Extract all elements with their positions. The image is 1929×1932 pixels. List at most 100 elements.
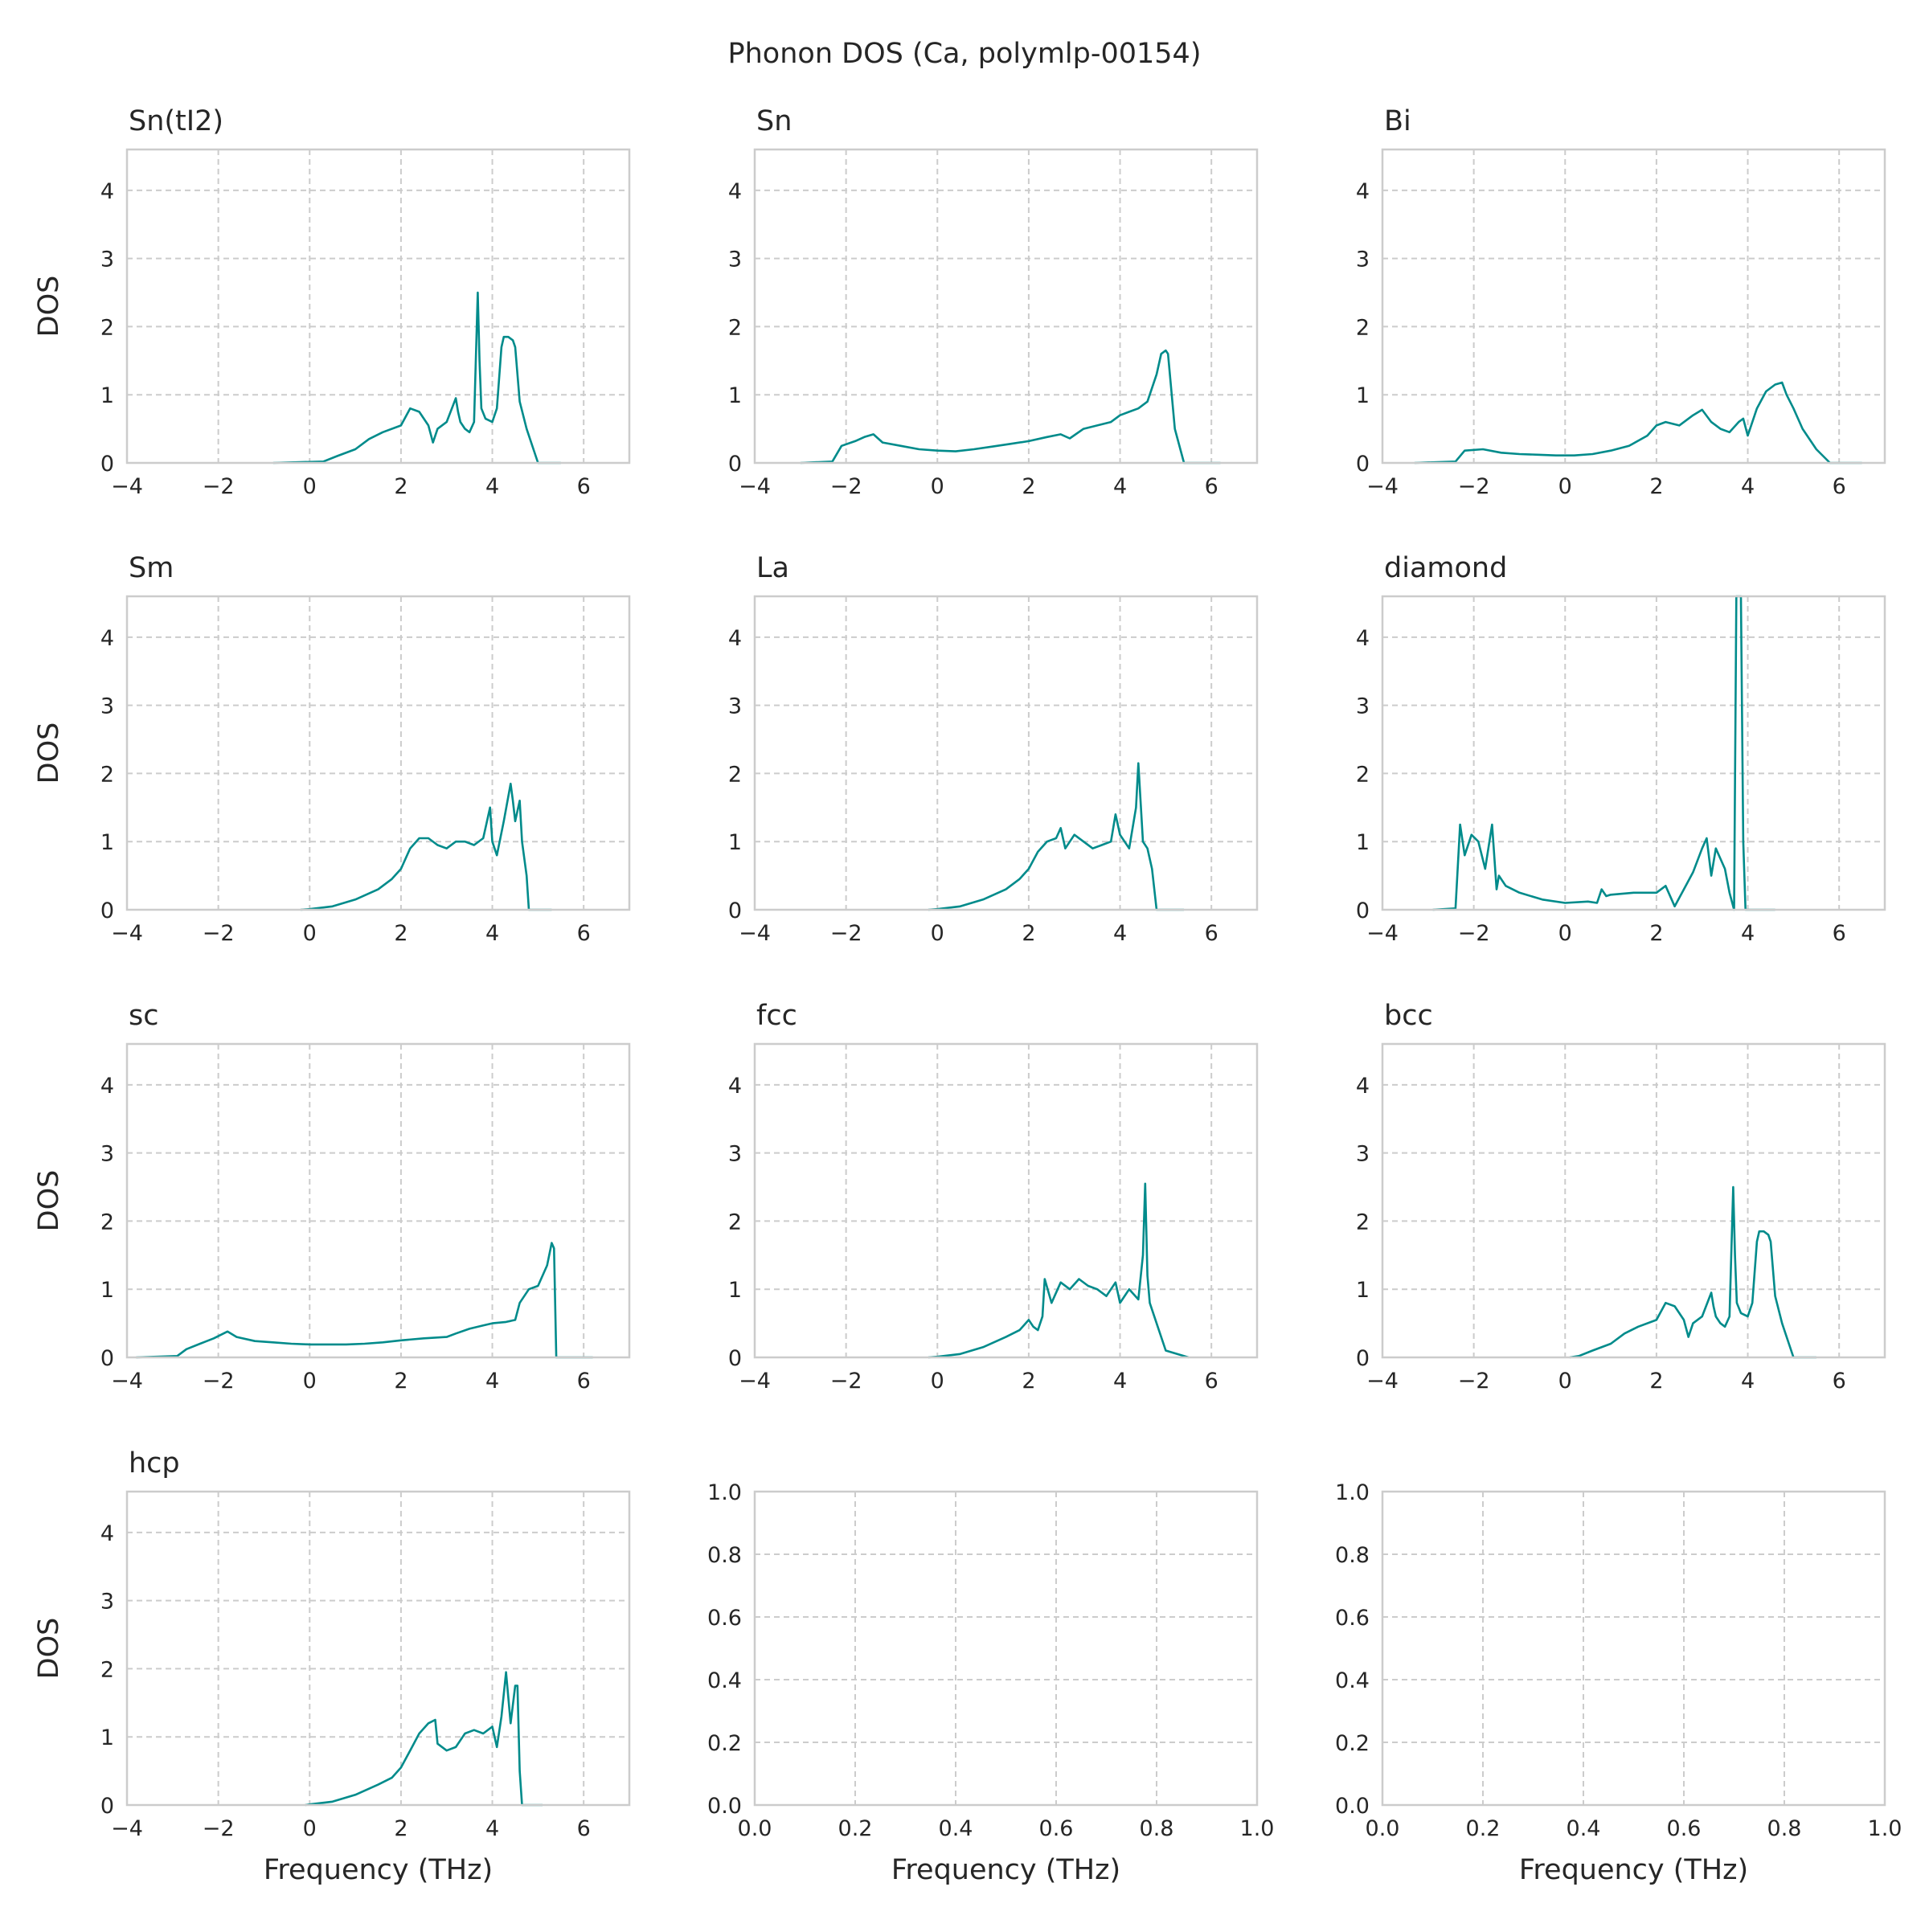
x-tick-label: 1.0	[1868, 1816, 1902, 1841]
y-tick-label: 1	[1356, 1278, 1370, 1303]
dos-curve	[272, 291, 561, 465]
y-tick-label: 2	[1356, 762, 1370, 787]
y-tick-label: 2	[728, 762, 742, 787]
x-tick-label: 0.0	[738, 1816, 772, 1841]
axes-frame	[1381, 148, 1886, 465]
subplot-title: Bi	[1384, 105, 1411, 137]
x-tick-label: 2	[1649, 474, 1663, 499]
subplot-9: −4 −2 0 2 4 6 0 1 2 3 4 bcc	[1356, 1000, 1886, 1394]
x-tick-label: 0.4	[1567, 1816, 1601, 1841]
y-tick-label: 3	[1356, 248, 1370, 272]
x-tick-label: 0	[303, 1816, 317, 1841]
y-tick-label: 1	[1356, 830, 1370, 855]
y-tick-label: 4	[100, 1521, 114, 1546]
axes-frame	[1381, 1042, 1886, 1359]
y-tick-label: 0.0	[707, 1794, 742, 1819]
subplot-11: 0.0 0.2 0.4 0.6 0.8 1.0 0.0 0.2 0.4 0.6 0.8 1.0 Freq…	[707, 1480, 1274, 1886]
y-tick-label: 3	[100, 1590, 114, 1615]
x-tick-label: −4	[111, 921, 143, 946]
x-tick-label: −2	[203, 1369, 235, 1394]
x-tick-label: 2	[394, 921, 408, 946]
figure-title: Phonon DOS (Ca, polymlp-00154)	[728, 38, 1202, 70]
x-axis-label: Frequency (THz)	[1519, 1854, 1748, 1886]
x-tick-label: −2	[830, 1369, 862, 1394]
y-tick-label: 1	[728, 383, 742, 408]
dos-curve	[305, 1671, 543, 1807]
y-axis-label: DOS	[33, 722, 65, 784]
y-tick-label: 0.8	[1335, 1543, 1370, 1568]
x-tick-label: 2	[394, 1816, 408, 1841]
y-tick-label: 1	[1356, 383, 1370, 408]
x-tick-label: −2	[1458, 474, 1490, 499]
y-tick-label: 2	[100, 315, 114, 340]
x-tick-label: 0	[303, 921, 317, 946]
y-tick-label: 2	[728, 1210, 742, 1234]
y-tick-label: 4	[1356, 626, 1370, 651]
y-tick-label: 0.0	[1335, 1794, 1370, 1819]
x-tick-label: 0.8	[1140, 1816, 1174, 1841]
y-tick-label: 1	[728, 830, 742, 855]
x-tick-label: 2	[394, 1369, 408, 1394]
x-tick-label: −2	[203, 1816, 235, 1841]
y-tick-label: 3	[728, 1142, 742, 1167]
subplot-5: −4 −2 0 2 4 6 0 1 2 3 4 La	[728, 552, 1259, 946]
x-tick-label: 0.8	[1767, 1816, 1802, 1841]
axes-frame	[753, 148, 1259, 465]
y-tick-label: 1	[100, 1278, 114, 1303]
x-tick-label: 4	[1113, 921, 1127, 946]
x-tick-label: 1.0	[1240, 1816, 1275, 1841]
y-tick-label: 0	[1356, 452, 1370, 477]
y-tick-label: 0	[728, 898, 742, 923]
x-tick-label: 2	[394, 474, 408, 499]
x-tick-label: −4	[1366, 921, 1399, 946]
x-tick-label: −4	[111, 474, 143, 499]
subplot-title: Sm	[129, 552, 174, 584]
y-tick-label: 2	[1356, 1210, 1370, 1234]
x-tick-label: 4	[1741, 921, 1755, 946]
y-tick-label: 3	[728, 248, 742, 272]
x-tick-label: −4	[111, 1369, 143, 1394]
x-tick-label: 4	[485, 1369, 499, 1394]
y-tick-label: 2	[728, 315, 742, 340]
x-tick-label: 4	[1741, 1369, 1755, 1394]
subplot-12: 0.0 0.2 0.4 0.6 0.8 1.0 0.0 0.2 0.4 0.6 0.8 1.0 Freq…	[1335, 1480, 1902, 1886]
x-tick-label: 4	[485, 921, 499, 946]
y-tick-label: 0	[728, 452, 742, 477]
y-tick-label: 3	[100, 1142, 114, 1167]
x-tick-label: 2	[1649, 1369, 1663, 1394]
dos-curve	[928, 1182, 1190, 1359]
subplot-title: Sn	[756, 105, 792, 137]
x-tick-label: −4	[739, 921, 771, 946]
x-tick-label: 0	[1558, 474, 1572, 499]
x-tick-label: 0	[931, 921, 944, 946]
x-tick-label: 6	[577, 474, 591, 499]
y-tick-label: 0.2	[707, 1731, 742, 1756]
y-tick-label: 1	[100, 830, 114, 855]
x-tick-label: 6	[577, 1369, 591, 1394]
y-tick-label: 1.0	[1335, 1480, 1370, 1505]
x-tick-label: −4	[739, 1369, 771, 1394]
x-tick-label: 0.6	[1039, 1816, 1074, 1841]
subplot-1: −4 −2 0 2 4 6 0 1 2 3 4 Sn(tI2) DOS	[33, 105, 631, 499]
x-tick-label: 4	[1113, 1369, 1127, 1394]
x-tick-label: 6	[1205, 474, 1218, 499]
y-tick-label: 0	[100, 1794, 114, 1819]
x-tick-label: −4	[111, 1816, 143, 1841]
subplot-grid: −4 −2 0 2 4 6 0 1 2 3 4 Sn(tI2) DOS −4 −2 0 2 4 6 0 1 2 3 4 Sn −4…	[33, 105, 1902, 1886]
subplot-title: La	[756, 552, 789, 584]
axes-frame	[753, 1490, 1259, 1807]
subplot-3: −4 −2 0 2 4 6 0 1 2 3 4 Bi	[1356, 105, 1886, 499]
subplot-title: Sn(tI2)	[129, 105, 223, 137]
subplot-title: diamond	[1384, 552, 1507, 584]
y-tick-label: 2	[100, 1210, 114, 1234]
x-tick-label: 0	[303, 474, 317, 499]
subplot-2: −4 −2 0 2 4 6 0 1 2 3 4 Sn	[728, 105, 1259, 499]
x-tick-label: 2	[1022, 474, 1035, 499]
x-tick-label: 0.2	[838, 1816, 873, 1841]
y-tick-label: 0	[100, 452, 114, 477]
dos-curve	[1569, 1185, 1816, 1359]
y-tick-label: 0.4	[1335, 1668, 1370, 1693]
y-tick-label: 0	[100, 1346, 114, 1371]
